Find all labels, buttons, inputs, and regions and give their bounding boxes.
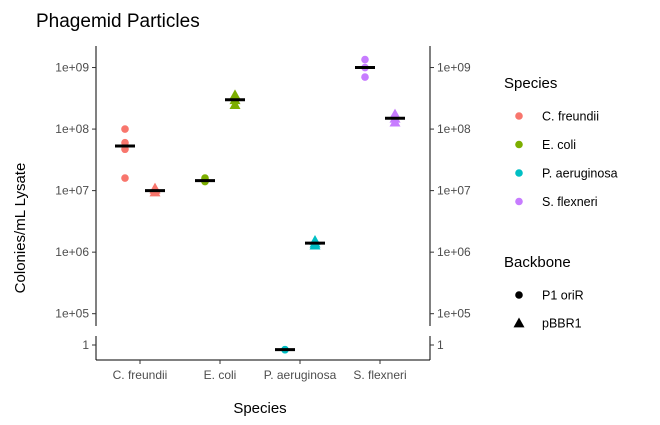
data-points xyxy=(115,55,405,354)
point-circle xyxy=(361,73,369,81)
legend-species-label: C. freundii xyxy=(542,110,599,124)
point-triangle xyxy=(389,108,401,119)
legend-circle-swatch xyxy=(515,291,523,299)
y-tick-label-right: 1e+07 xyxy=(437,184,471,198)
legend-species-title: Species xyxy=(504,75,557,92)
point-circle xyxy=(361,55,369,64)
x-tick-label: S. flexneri xyxy=(353,368,406,382)
y-tick-label-left: 1e+05 xyxy=(55,307,89,321)
legend-species-swatch xyxy=(515,112,523,120)
legend-backbone-label: pBBR1 xyxy=(542,317,582,331)
y-tick-label-right: 1e+08 xyxy=(437,122,471,136)
point-circle xyxy=(121,125,129,133)
point-triangle xyxy=(229,89,241,100)
y-tick-label-left: 1e+09 xyxy=(55,61,89,75)
x-tick-label: P. aeruginosa xyxy=(264,368,337,382)
legend-species-label: S. flexneri xyxy=(542,195,598,209)
y-tick-label-right: 1e+09 xyxy=(437,61,471,75)
legend-backbone-label: P1 oriR xyxy=(542,289,584,303)
plot-panels: 1 1 1e+05 1e+05 1e+06 1e+06 1e+07 1e+07 1e+08 1e+… xyxy=(55,46,471,382)
legend: Species C. freundii E. coli P. aeruginosa S.… xyxy=(504,75,618,331)
y-tick-label-right: 1 xyxy=(437,338,444,352)
legend-backbone-title: Backbone xyxy=(504,254,571,271)
x-axis-title: Species xyxy=(233,400,286,417)
legend-triangle-swatch xyxy=(513,317,525,328)
legend-species-swatch xyxy=(515,169,523,177)
y-tick-label-left: 1e+08 xyxy=(55,122,89,136)
y-tick-label-left: 1e+07 xyxy=(55,184,89,198)
legend-species-swatch xyxy=(515,197,523,206)
x-tick-label: C. freundii xyxy=(113,368,168,382)
y-tick-label-left: 1e+06 xyxy=(55,245,89,259)
point-circle xyxy=(121,174,129,182)
legend-species-swatch xyxy=(515,140,523,149)
y-axis-title: Colonies/mL Lysate xyxy=(12,163,29,294)
legend-species-label: P. aeruginosa xyxy=(542,167,618,181)
x-tick-label: E. coli xyxy=(204,368,237,382)
y-tick-label-right: 1e+05 xyxy=(437,307,471,321)
chart-title: Phagemid Particles xyxy=(36,11,200,32)
y-tick-label-left: 1 xyxy=(82,338,89,352)
y-tick-label-right: 1e+06 xyxy=(437,245,471,259)
legend-species-label: E. coli xyxy=(542,138,576,152)
